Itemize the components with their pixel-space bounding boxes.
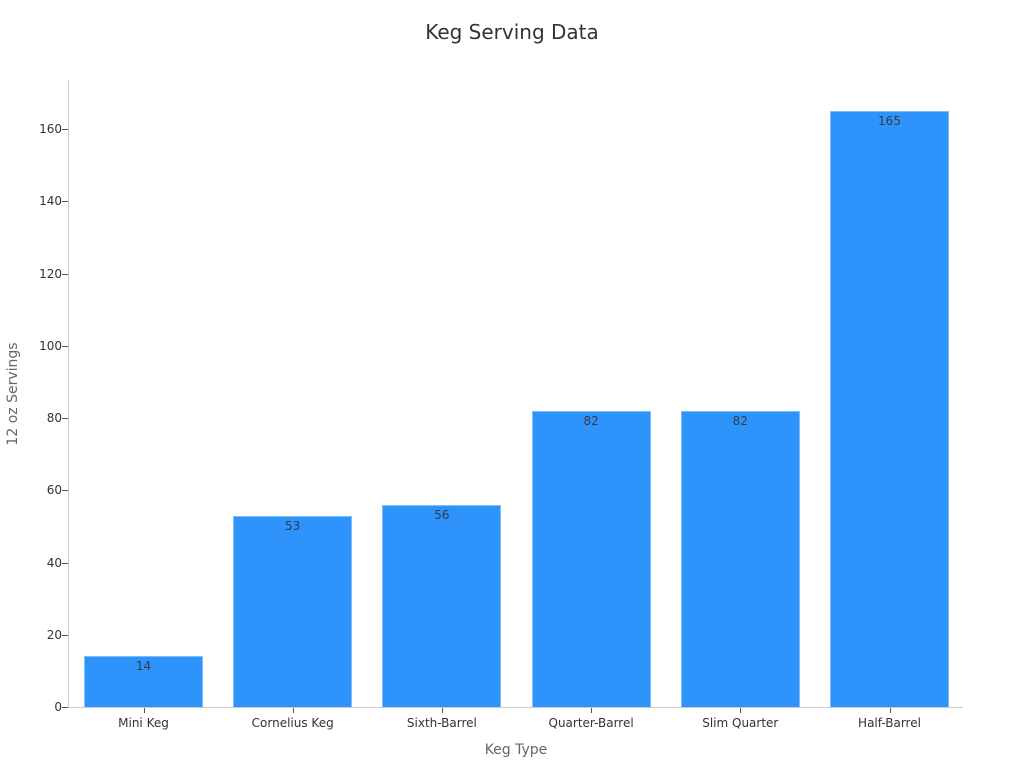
y-tick-mark — [62, 129, 68, 130]
x-tick-label: Sixth-Barrel — [406, 716, 477, 730]
chart-title: Keg Serving Data — [425, 20, 599, 44]
y-tick-mark — [62, 707, 68, 708]
y-tick-label: 0 — [54, 700, 62, 714]
bar-mini-keg — [84, 656, 203, 707]
y-tick-mark — [62, 634, 68, 636]
x-tick-label: Mini Keg — [118, 716, 169, 730]
bar-quarter-barrel — [531, 410, 651, 707]
x-tick-label: Half-Barrel — [858, 716, 921, 730]
y-axis-line — [68, 80, 69, 708]
bar-slim-quarter — [680, 410, 800, 707]
x-tick-mark — [889, 708, 891, 713]
y-tick-mark — [62, 562, 68, 564]
y-axis-title: 12 oz Servings — [5, 342, 21, 446]
x-axis-title: Keg Type — [484, 742, 548, 758]
bar-half-barrel — [830, 110, 949, 707]
bar-sixth-barrel — [382, 504, 502, 707]
y-tick-label: 120 — [39, 266, 62, 281]
y-tick-label: 140 — [39, 194, 62, 209]
y-tick-mark — [62, 418, 68, 419]
y-tick-label: 80 — [46, 411, 62, 425]
x-tick-mark — [740, 708, 742, 713]
bar-value-label: 53 — [285, 518, 301, 533]
bar-value-label: 56 — [434, 507, 450, 522]
y-tick-label: 60 — [46, 483, 62, 498]
x-tick-mark — [591, 708, 593, 713]
y-tick-mark — [62, 201, 68, 203]
x-tick-label: Quarter-Barrel — [548, 716, 634, 730]
bar-value-label: 82 — [583, 413, 599, 428]
y-tick-mark — [62, 490, 68, 492]
x-tick-mark — [292, 708, 294, 713]
y-tick-label: 100 — [39, 338, 62, 353]
y-tick-label: 40 — [46, 555, 62, 570]
x-tick-label: Cornelius Keg — [251, 716, 334, 730]
bar-cornelius-keg — [233, 515, 353, 707]
bar-value-label: 14 — [135, 659, 152, 674]
y-tick-label: 160 — [39, 122, 62, 136]
x-tick-label: Slim Quarter — [702, 716, 779, 730]
y-tick-mark — [62, 345, 68, 347]
y-tick-mark — [62, 273, 68, 275]
x-axis-line — [68, 707, 963, 708]
x-tick-mark — [143, 708, 145, 713]
y-tick-label: 20 — [46, 627, 62, 642]
x-tick-mark — [441, 708, 443, 713]
bar-value-label: 82 — [732, 413, 748, 428]
bar-value-label: 165 — [878, 113, 901, 128]
